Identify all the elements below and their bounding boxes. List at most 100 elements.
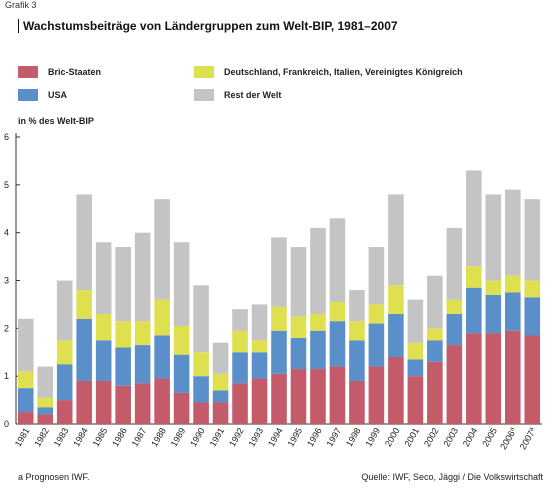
bar-segment-usa: [271, 330, 287, 374]
bar-segment-usa: [310, 330, 326, 369]
legend-label-eu4: Deutschland, Frankreich, Italien, Verein…: [224, 67, 463, 77]
bar-segment-bric: [388, 357, 404, 424]
bar-segment-eu4: [310, 313, 326, 331]
x-tick-label: 1992: [227, 426, 246, 448]
bar-segment-eu4: [76, 290, 92, 319]
x-tick-label: 1990: [188, 426, 207, 448]
bar-segment-bric: [310, 368, 326, 424]
bar-segment-bric: [407, 376, 424, 424]
bar-segment-rest: [271, 237, 287, 307]
bar-segment-usa: [37, 407, 54, 415]
bar-segment-bric: [485, 333, 502, 424]
bar-segment-usa: [17, 388, 34, 413]
legend-swatch-bric: [18, 66, 38, 78]
y-tick-label: 1: [4, 371, 9, 381]
bar-segment-rest: [407, 299, 424, 343]
x-tick-label: 2004: [461, 426, 480, 448]
bar-segment-rest: [524, 199, 541, 281]
bar-segment-usa: [504, 292, 521, 331]
x-tick-label: 2002: [422, 426, 441, 448]
bar-segment-bric: [115, 385, 131, 424]
legend-label-bric: Bric-Staaten: [48, 67, 102, 77]
legend: Bric-Staaten USA Deutschland, Frankreich…: [18, 60, 538, 110]
bar-segment-eu4: [232, 330, 248, 353]
bar-segment-rest: [485, 194, 502, 281]
bar-segment-bric: [173, 392, 190, 424]
bar-segment-eu4: [134, 321, 151, 346]
bar-segment-usa: [446, 313, 463, 346]
bar-segment-rest: [349, 290, 365, 322]
bar-segment-rest: [329, 218, 346, 303]
x-tick-label: 2003: [441, 426, 460, 448]
bar-segment-eu4: [427, 328, 443, 341]
bar-segment-eu4: [504, 275, 521, 293]
x-tick-label: 1986: [110, 426, 129, 448]
bar-segment-bric: [504, 330, 521, 424]
bar-segment-usa: [466, 287, 482, 334]
bar-segment-rest: [251, 304, 268, 341]
x-tick-label: 1991: [208, 426, 227, 448]
legend-item-rest: Rest der Welt: [194, 89, 281, 101]
bar-segment-rest: [115, 247, 131, 322]
bar-segment-rest: [193, 285, 209, 353]
bar-segment-usa: [368, 323, 385, 367]
bar-segment-rest: [368, 247, 385, 305]
bar-segment-eu4: [37, 397, 54, 408]
bar-segment-usa: [193, 376, 209, 403]
x-tick-label: 1985: [91, 426, 110, 448]
bar-segment-usa: [134, 345, 151, 384]
bar-segment-rest: [388, 194, 404, 286]
x-tick-label: 2006a: [498, 425, 519, 451]
x-tick-label: 1997: [324, 426, 343, 448]
bar-segment-usa: [524, 297, 541, 336]
bar-segment-rest: [154, 199, 170, 300]
footnote: a Prognosen IWF.: [18, 472, 90, 482]
bar-segment-rest: [310, 227, 326, 314]
x-tick-label: 2005: [480, 426, 499, 448]
bar-segment-usa: [115, 347, 131, 386]
bar-segment-rest: [76, 194, 92, 291]
bar-segment-eu4: [271, 306, 287, 331]
legend-label-rest: Rest der Welt: [224, 90, 282, 100]
x-tick-label: 1987: [130, 426, 149, 448]
bar-segment-rest: [212, 342, 229, 374]
y-tick-label: 4: [4, 228, 9, 238]
bar-segment-eu4: [193, 352, 209, 377]
bar-segment-bric: [446, 345, 463, 424]
bar-segment-eu4: [329, 302, 346, 322]
bar-segment-bric: [17, 412, 34, 424]
x-tick-label: 1996: [305, 426, 324, 448]
bar-segment-rest: [446, 227, 463, 300]
x-tick-label: 1993: [247, 426, 266, 448]
bar-segment-eu4: [56, 340, 73, 365]
bar-segment-bric: [154, 378, 170, 424]
bar-segment-rest: [56, 280, 73, 341]
bar-segment-bric: [329, 366, 346, 424]
bar-segment-bric: [232, 383, 248, 424]
chart-title: Wachstumsbeiträge von Ländergruppen zum …: [18, 19, 398, 33]
x-tick-label: 1988: [149, 426, 168, 448]
bar-segment-usa: [154, 335, 170, 379]
x-tick-label: 1982: [32, 426, 51, 448]
y-tick-label: 3: [4, 276, 9, 286]
y-tick-label: 0: [4, 419, 9, 429]
bar-segment-bric: [524, 335, 541, 424]
legend-swatch-eu4: [194, 66, 214, 78]
bar-segment-bric: [349, 380, 365, 424]
bar-segment-usa: [427, 340, 443, 362]
bar-segment-bric: [56, 400, 73, 424]
bar-segment-bric: [95, 380, 112, 424]
bar-segment-usa: [76, 318, 92, 381]
bar-segment-eu4: [446, 299, 463, 314]
bar-segment-rest: [37, 366, 54, 398]
figure-number: Grafik 3: [5, 0, 37, 10]
legend-item-usa: USA: [18, 89, 67, 101]
bar-segment-rest: [504, 189, 521, 276]
bar-segment-bric: [368, 366, 385, 424]
bar-segment-rest: [427, 275, 443, 329]
bar-segment-eu4: [154, 299, 170, 336]
source-note: Quelle: IWF, Seco, Jäggi / Die Volkswirt…: [361, 472, 543, 482]
bar-segment-eu4: [368, 304, 385, 324]
x-tick-label: 1995: [286, 426, 305, 448]
bar-segment-bric: [193, 402, 209, 424]
